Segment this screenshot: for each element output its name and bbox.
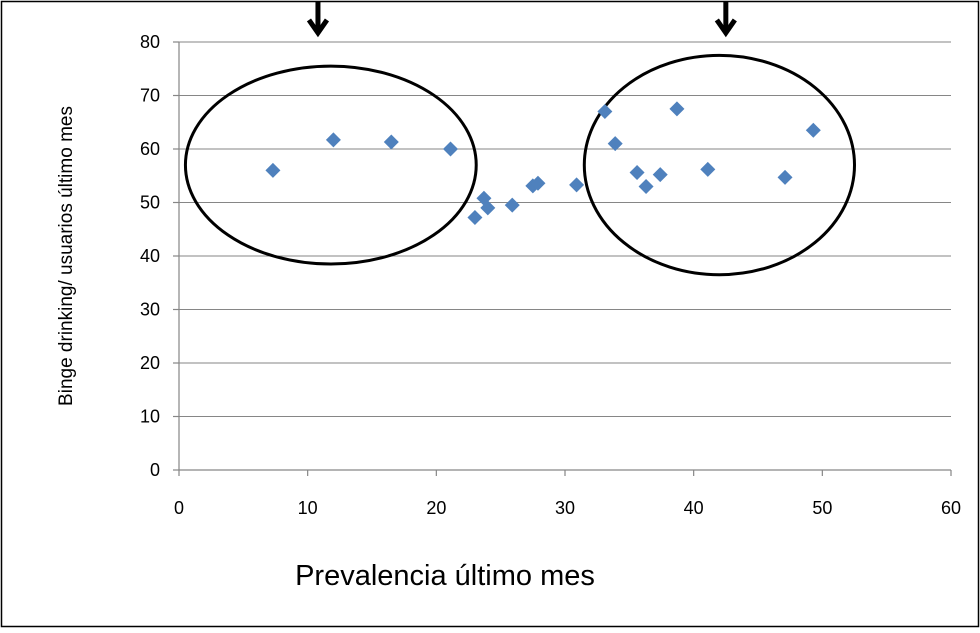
data-point [629,165,645,181]
x-tick-label: 10 [298,498,318,518]
highlight-ellipse [582,53,857,277]
data-point [480,200,496,216]
y-tick-label: 80 [140,32,160,52]
data-point [569,177,585,193]
data-point [700,161,716,177]
data-point [777,169,793,185]
y-tick-label: 0 [150,460,160,480]
annotations [183,1,857,277]
data-point [265,162,281,178]
x-tick-label: 40 [684,498,704,518]
highlight-ellipse [183,64,478,266]
data-point [652,167,668,183]
data-point [597,104,613,120]
x-tick-label: 0 [174,498,184,518]
down-arrow-icon [714,1,737,38]
data-point [467,209,483,225]
data-point [325,132,341,148]
data-point [669,101,685,117]
x-tick-label: 60 [941,498,961,518]
down-arrow-icon [306,1,330,38]
tick-labels: 0 10 20 30 40 50 60 70 80 0 10 20 30 40 50 60 [140,32,961,518]
y-tick-label: 40 [140,246,160,266]
x-axis-label: Prevalencia último mes [295,560,595,592]
y-tick-label: 60 [140,139,160,159]
data-point [530,175,546,191]
data-point [442,141,458,157]
x-tick-label: 30 [555,498,575,518]
data-point [638,178,654,194]
y-tick-label: 20 [140,353,160,373]
x-tick-label: 50 [812,498,832,518]
x-tick-label: 20 [426,498,446,518]
y-tick-label: 70 [140,86,160,106]
y-tick-label: 50 [140,193,160,213]
data-point [504,197,520,213]
data-points [265,101,821,225]
axes [173,41,952,476]
data-point [383,134,399,150]
y-tick-label: 30 [140,300,160,320]
data-point [805,122,821,138]
data-point [607,136,623,152]
y-axis-label: Binge drinking/ usuarios último mes [56,106,77,406]
y-tick-label: 10 [140,407,160,427]
